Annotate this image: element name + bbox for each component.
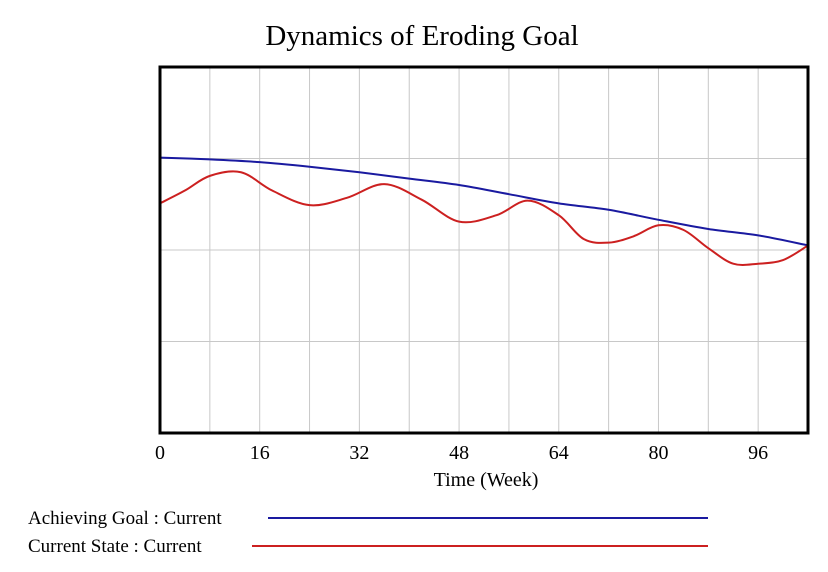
- plot-frame: [158, 65, 810, 435]
- grid: [160, 67, 808, 433]
- series-group: [159, 156, 809, 267]
- x-tick-label: 48: [449, 442, 469, 464]
- x-tick-label: 0: [155, 442, 165, 464]
- legend-label: Current State : Current: [28, 536, 202, 557]
- x-tick-label: 80: [648, 442, 668, 464]
- x-axis-label: Time (Week): [434, 469, 539, 491]
- x-tick-label: 64: [549, 442, 569, 464]
- x-tick-label: 96: [748, 442, 768, 464]
- series-line-current-state: [159, 170, 809, 267]
- x-tick-labels: 0 16 32 48 64 80 96: [155, 442, 768, 464]
- series-line-achieving-goal: [159, 156, 809, 247]
- chart-title: Dynamics of Eroding Goal: [265, 20, 578, 52]
- legend: Achieving Goal : Current Current State : …: [28, 508, 708, 557]
- x-tick-label: 16: [250, 442, 270, 464]
- legend-label: Achieving Goal : Current: [28, 508, 222, 529]
- x-tick-label: 32: [349, 442, 369, 464]
